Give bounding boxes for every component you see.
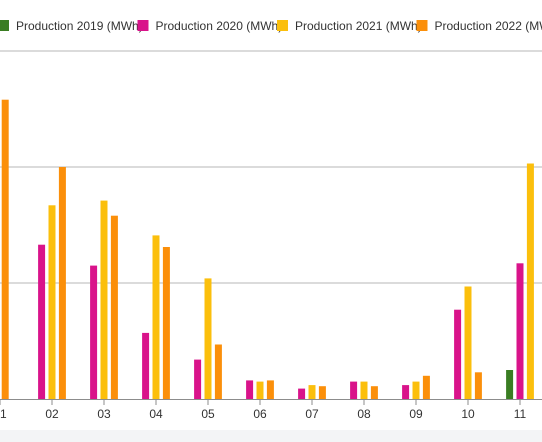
bar-11-series-0 (506, 370, 514, 399)
bar-02-series-2 (48, 205, 56, 399)
bar-08-series-1 (350, 381, 358, 399)
legend-swatch-2 (277, 20, 288, 31)
bar-chart: 01 02 03 04 05 06 07 08 09 10 11 Production 2019 (M… (0, 19, 542, 421)
bottom-strip (0, 430, 542, 442)
bar-05-series-2 (204, 278, 212, 399)
bar-02-series-1 (38, 244, 46, 399)
legend-label-2: Production 2021 (MWh) (295, 19, 422, 33)
bar-10-series-3 (474, 372, 482, 399)
bar-03-series-1 (90, 265, 98, 399)
x-tick-label-11: 11 (514, 407, 527, 421)
bar-07-series-3 (318, 386, 326, 399)
x-tick-label-02: 02 (45, 407, 59, 421)
bar-03-series-3 (110, 215, 118, 399)
bar-07-series-2 (308, 385, 316, 399)
bar-11-series-2 (526, 163, 534, 399)
x-tick-label-01: 01 (0, 407, 7, 421)
bar-09-series-2 (412, 381, 420, 399)
legend-label-0: Production 2019 (MWh) (16, 19, 143, 33)
bar-09-series-3 (422, 375, 430, 399)
legend-label-3: Production 2022 (MWh) (435, 19, 542, 33)
x-tick-label-07: 07 (305, 407, 319, 421)
x-tick-label-10: 10 (461, 407, 475, 421)
bar-04-series-1 (142, 332, 150, 399)
bar-11-series-1 (516, 263, 524, 399)
bar-10-series-1 (454, 309, 462, 399)
legend-swatch-0 (0, 20, 9, 31)
bar-01-series-3 (1, 99, 9, 399)
bar-06-series-2 (256, 381, 264, 399)
legend-swatch-1 (137, 20, 149, 31)
bar-03-series-2 (100, 200, 108, 399)
bar-04-series-3 (162, 247, 170, 399)
x-tick-label-06: 06 (253, 407, 267, 421)
bar-08-series-3 (370, 386, 378, 399)
bar-04-series-2 (152, 235, 160, 399)
bar-10-series-2 (464, 286, 472, 399)
x-tick-label-09: 09 (409, 407, 423, 421)
legend-swatch-3 (416, 20, 428, 31)
bar-05-series-1 (194, 359, 202, 399)
x-tick-label-04: 04 (149, 407, 163, 421)
x-tick-label-03: 03 (97, 407, 111, 421)
x-tick-label-08: 08 (357, 407, 371, 421)
bar-05-series-3 (214, 344, 222, 399)
bar-08-series-2 (360, 381, 368, 399)
bar-02-series-3 (58, 167, 66, 399)
bar-07-series-1 (298, 388, 306, 399)
legend-label-1: Production 2020 (MWh) (156, 19, 283, 33)
x-tick-label-05: 05 (201, 407, 215, 421)
bar-06-series-3 (266, 380, 274, 399)
bar-09-series-1 (402, 385, 410, 399)
bar-06-series-1 (246, 380, 254, 399)
